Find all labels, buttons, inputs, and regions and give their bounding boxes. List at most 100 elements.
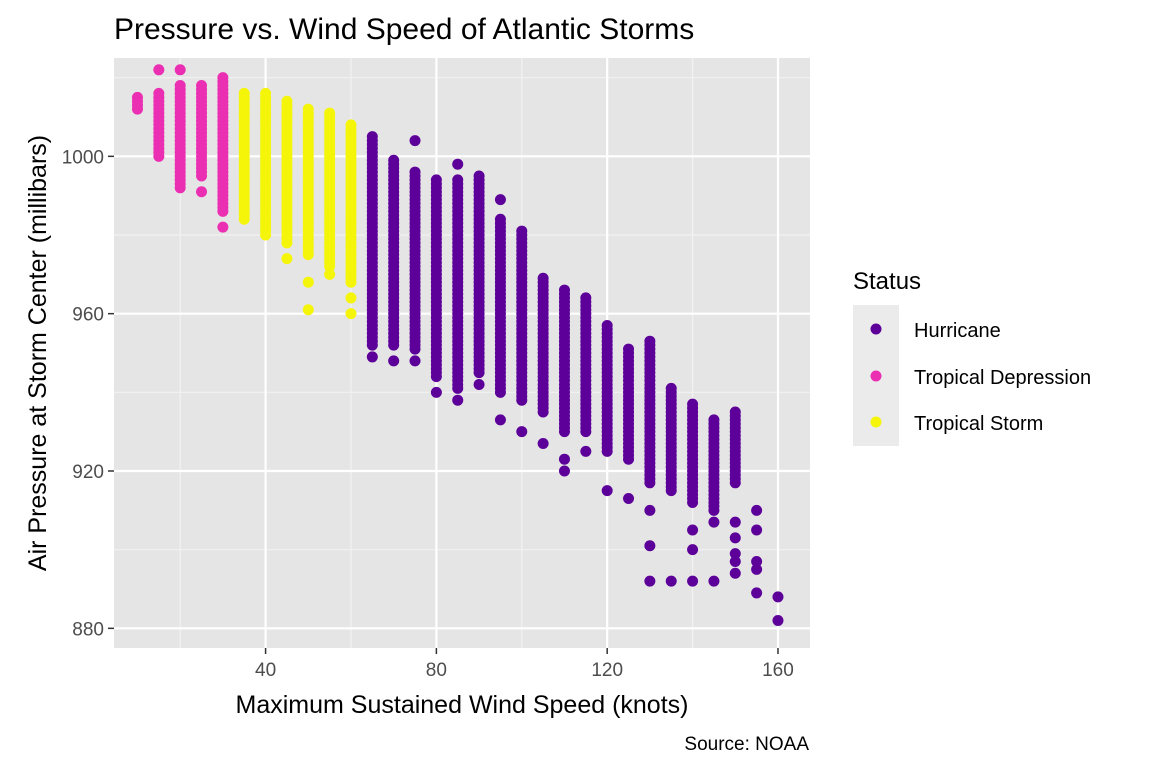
legend-key-tropical-depression (870, 370, 882, 382)
point-hurricane (708, 414, 720, 426)
point-hurricane (687, 524, 699, 536)
point-hurricane (452, 174, 464, 186)
point-hurricane (708, 516, 720, 528)
point-hurricane (516, 426, 528, 438)
point-hurricane (494, 213, 506, 225)
point-tropical-depression (217, 72, 229, 84)
point-hurricane (388, 154, 400, 166)
point-hurricane (494, 414, 506, 426)
point-hurricane (644, 540, 656, 552)
point-hurricane (366, 131, 378, 143)
point-tropical-storm (302, 103, 314, 115)
y-tick-label: 920 (72, 462, 104, 483)
point-hurricane (537, 272, 549, 284)
point-hurricane (772, 591, 784, 603)
point-hurricane (751, 504, 763, 516)
series-hurricane (366, 131, 784, 626)
point-hurricane (409, 135, 421, 147)
point-hurricane (772, 614, 784, 626)
point-hurricane (729, 406, 741, 418)
point-hurricane (409, 355, 421, 367)
legend-key-tropical-storm (870, 416, 882, 428)
legend-title: Status (853, 268, 921, 295)
point-hurricane (494, 194, 506, 206)
point-hurricane (729, 532, 741, 544)
point-tropical-depression (196, 80, 208, 92)
point-hurricane (751, 587, 763, 599)
legend-label-tropical-depression: Tropical Depression (914, 367, 1091, 389)
point-hurricane (430, 386, 442, 398)
series-tropical-storm (238, 87, 357, 320)
point-hurricane (452, 394, 464, 406)
point-tropical-storm (281, 95, 293, 107)
point-hurricane (729, 516, 741, 528)
point-hurricane (687, 398, 699, 410)
point-tropical-storm (260, 87, 272, 99)
series-tropical-depression (131, 64, 229, 233)
point-tropical-storm (345, 119, 357, 131)
y-tick-label: 1000 (62, 147, 104, 168)
point-hurricane (644, 504, 656, 516)
point-hurricane (644, 575, 656, 587)
chart-title: Pressure vs. Wind Speed of Atlantic Stor… (114, 13, 694, 46)
point-hurricane (452, 158, 464, 170)
point-hurricane (409, 166, 421, 178)
point-hurricane (601, 485, 613, 497)
point-hurricane (729, 548, 741, 560)
point-hurricane (665, 382, 677, 394)
caption-source: Source: NOAA (684, 734, 809, 755)
point-tropical-depression (153, 87, 165, 99)
point-hurricane (366, 351, 378, 363)
point-tropical-storm (281, 253, 293, 265)
point-hurricane (473, 378, 485, 390)
y-axis-label: Air Pressure at Storm Center (millibars) (24, 135, 52, 571)
point-tropical-storm (324, 107, 336, 119)
point-hurricane (687, 575, 699, 587)
point-hurricane (751, 524, 763, 536)
x-axis-label: Maximum Sustained Wind Speed (knots) (236, 691, 689, 719)
point-hurricane (687, 544, 699, 556)
point-hurricane (580, 445, 592, 457)
x-tick-label: 40 (255, 660, 276, 681)
point-tropical-storm (238, 87, 250, 99)
x-tick-label: 80 (426, 660, 447, 681)
point-tropical-depression (174, 64, 186, 76)
point-hurricane (729, 555, 741, 567)
point-tropical-storm (302, 304, 314, 316)
point-hurricane (751, 555, 763, 567)
point-tropical-depression (174, 80, 186, 92)
point-hurricane (708, 575, 720, 587)
point-hurricane (516, 225, 528, 237)
point-hurricane (558, 465, 570, 477)
point-tropical-depression (196, 186, 208, 198)
point-hurricane (601, 319, 613, 331)
legend-label-hurricane: Hurricane (914, 320, 1001, 342)
point-hurricane (665, 575, 677, 587)
point-hurricane (580, 292, 592, 304)
point-tropical-storm (324, 268, 336, 280)
point-hurricane (473, 170, 485, 182)
point-hurricane (623, 343, 635, 355)
y-tick-label: 880 (72, 619, 104, 640)
y-tick-label: 960 (72, 305, 104, 326)
point-hurricane (558, 453, 570, 465)
axes: 40 80 120 160 880 920 960 1000 (62, 147, 794, 681)
point-hurricane (388, 355, 400, 367)
point-tropical-storm (345, 292, 357, 304)
data-points (131, 64, 784, 626)
x-tick-label: 160 (762, 660, 794, 681)
point-hurricane (623, 493, 635, 505)
point-hurricane (537, 437, 549, 449)
legend-label-tropical-storm: Tropical Storm (914, 413, 1043, 435)
point-hurricane (558, 284, 570, 296)
point-tropical-storm (345, 308, 357, 320)
legend-key-hurricane (870, 323, 882, 335)
point-hurricane (729, 567, 741, 579)
x-tick-label: 120 (591, 660, 623, 681)
point-hurricane (430, 174, 442, 186)
legend: Status Hurricane Tropical Depression Tro… (853, 268, 1091, 446)
point-tropical-storm (302, 276, 314, 288)
point-tropical-depression (153, 64, 165, 76)
point-hurricane (751, 563, 763, 575)
